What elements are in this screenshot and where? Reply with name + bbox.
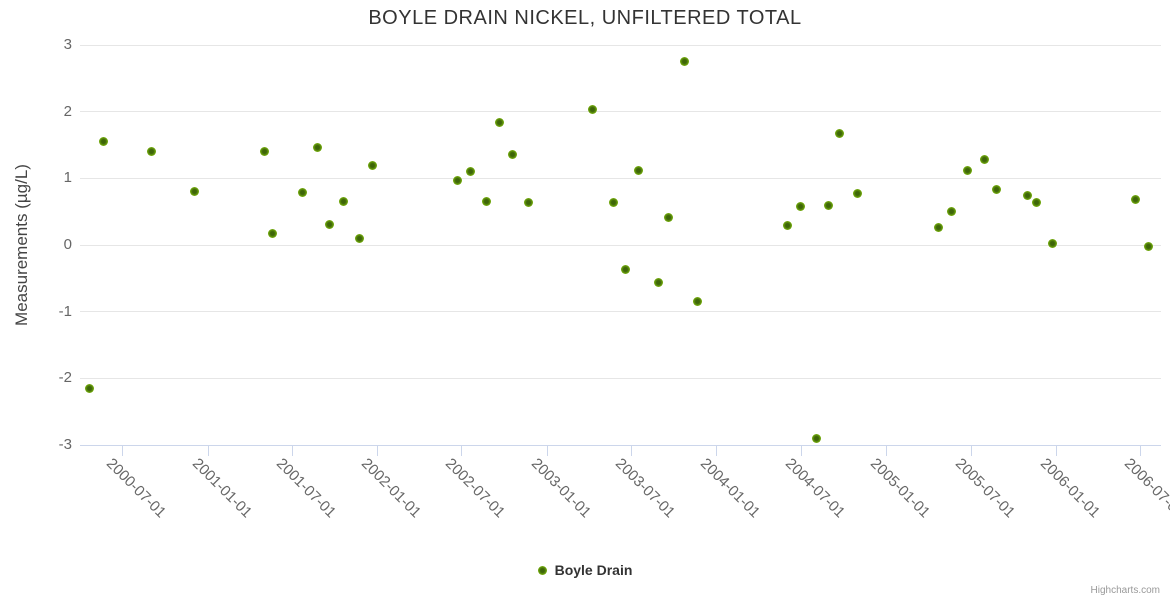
data-point[interactable] bbox=[453, 175, 463, 185]
data-point[interactable] bbox=[465, 167, 475, 177]
x-tick-label: 2005-07-01 bbox=[951, 455, 1018, 522]
data-point[interactable] bbox=[796, 201, 806, 211]
data-point[interactable] bbox=[963, 165, 973, 175]
x-tick bbox=[546, 446, 548, 456]
data-point[interactable] bbox=[313, 143, 323, 153]
y-tick-label: -3 bbox=[58, 436, 72, 453]
data-point[interactable] bbox=[325, 219, 335, 229]
data-point[interactable] bbox=[654, 277, 664, 287]
data-point[interactable] bbox=[1032, 197, 1041, 207]
grid-line bbox=[80, 244, 1161, 246]
y-tick-label: 1 bbox=[63, 169, 72, 187]
data-point[interactable] bbox=[355, 233, 365, 243]
x-tick-label: 2006-07-01 bbox=[1121, 455, 1170, 522]
x-tick bbox=[630, 446, 632, 456]
data-point[interactable] bbox=[482, 196, 492, 206]
data-point[interactable] bbox=[663, 213, 673, 223]
x-tick bbox=[800, 446, 802, 456]
data-point[interactable] bbox=[1048, 239, 1058, 249]
x-tick bbox=[461, 446, 463, 456]
data-point[interactable] bbox=[812, 433, 822, 443]
x-tick-label: 2005-01-01 bbox=[867, 455, 934, 522]
data-point[interactable] bbox=[508, 149, 518, 159]
x-tick-label: 2004-07-01 bbox=[781, 455, 849, 522]
data-point[interactable] bbox=[933, 223, 943, 233]
x-tick bbox=[1140, 446, 1142, 456]
data-point[interactable] bbox=[1144, 241, 1154, 251]
x-tick bbox=[970, 446, 972, 456]
grid-line bbox=[80, 44, 1161, 46]
data-point[interactable] bbox=[634, 165, 644, 175]
x-tick-label: 2003-01-01 bbox=[527, 455, 595, 522]
x-tick bbox=[716, 446, 718, 456]
y-tick-label: 3 bbox=[63, 36, 72, 53]
data-point[interactable] bbox=[588, 105, 598, 115]
x-tick bbox=[1056, 446, 1057, 456]
x-tick-label: 2006-01-01 bbox=[1036, 455, 1104, 522]
data-point[interactable] bbox=[1131, 195, 1141, 205]
data-point[interactable] bbox=[824, 200, 834, 210]
grid-line bbox=[80, 311, 1161, 313]
data-point[interactable] bbox=[980, 154, 990, 164]
x-tick bbox=[886, 446, 888, 456]
data-point[interactable] bbox=[852, 189, 862, 199]
legend-item-boyle-drain[interactable]: Boyle Drain bbox=[0, 562, 1170, 578]
data-point[interactable] bbox=[1023, 191, 1033, 201]
legend-label: Boyle Drain bbox=[554, 562, 633, 578]
data-point[interactable] bbox=[835, 129, 845, 139]
data-point[interactable] bbox=[190, 187, 200, 197]
data-point[interactable] bbox=[947, 207, 957, 217]
data-point[interactable] bbox=[85, 383, 95, 393]
data-point[interactable] bbox=[680, 56, 690, 66]
grid-line bbox=[80, 377, 1161, 379]
data-point[interactable] bbox=[524, 197, 534, 207]
data-point[interactable] bbox=[693, 296, 703, 306]
x-tick bbox=[291, 446, 293, 456]
data-point[interactable] bbox=[609, 197, 619, 207]
x-axis-line bbox=[80, 445, 1161, 446]
x-tick bbox=[207, 446, 209, 456]
y-tick-label: -2 bbox=[58, 369, 72, 387]
x-tick bbox=[122, 446, 124, 456]
data-point[interactable] bbox=[621, 265, 631, 275]
x-tick-label: 2001-01-01 bbox=[188, 455, 256, 522]
x-tick-label: 2004-01-01 bbox=[697, 455, 764, 522]
data-point[interactable] bbox=[368, 161, 378, 171]
x-tick-label: 2002-07-01 bbox=[442, 455, 509, 522]
x-tick-label: 2003-07-01 bbox=[611, 455, 679, 522]
data-point[interactable] bbox=[99, 136, 109, 146]
circle-marker-icon bbox=[537, 565, 547, 575]
grid-line bbox=[80, 177, 1161, 179]
data-point[interactable] bbox=[495, 117, 505, 127]
data-point[interactable] bbox=[268, 228, 278, 238]
y-tick-label: 2 bbox=[63, 102, 72, 120]
x-tick-label: 2000-07-01 bbox=[103, 455, 170, 522]
data-point[interactable] bbox=[298, 187, 308, 197]
data-point[interactable] bbox=[339, 196, 349, 206]
x-tick-label: 2002-01-01 bbox=[358, 455, 425, 522]
data-point[interactable] bbox=[146, 147, 156, 157]
data-point[interactable] bbox=[991, 184, 1001, 194]
credits-link[interactable]: Highcharts.com bbox=[1090, 585, 1160, 596]
data-point[interactable] bbox=[260, 147, 270, 157]
grid-line bbox=[80, 111, 1161, 113]
y-tick-label: -1 bbox=[58, 302, 72, 320]
data-point[interactable] bbox=[782, 220, 792, 230]
y-tick-label: 0 bbox=[63, 236, 72, 253]
chart-title: BOYLE DRAIN NICKEL, UNFILTERED TOTAL bbox=[368, 7, 802, 29]
x-tick bbox=[377, 446, 379, 456]
x-tick-label: 2001-07-01 bbox=[272, 455, 340, 522]
